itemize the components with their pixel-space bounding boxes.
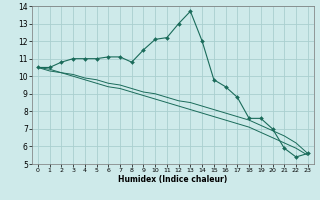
X-axis label: Humidex (Indice chaleur): Humidex (Indice chaleur) (118, 175, 228, 184)
